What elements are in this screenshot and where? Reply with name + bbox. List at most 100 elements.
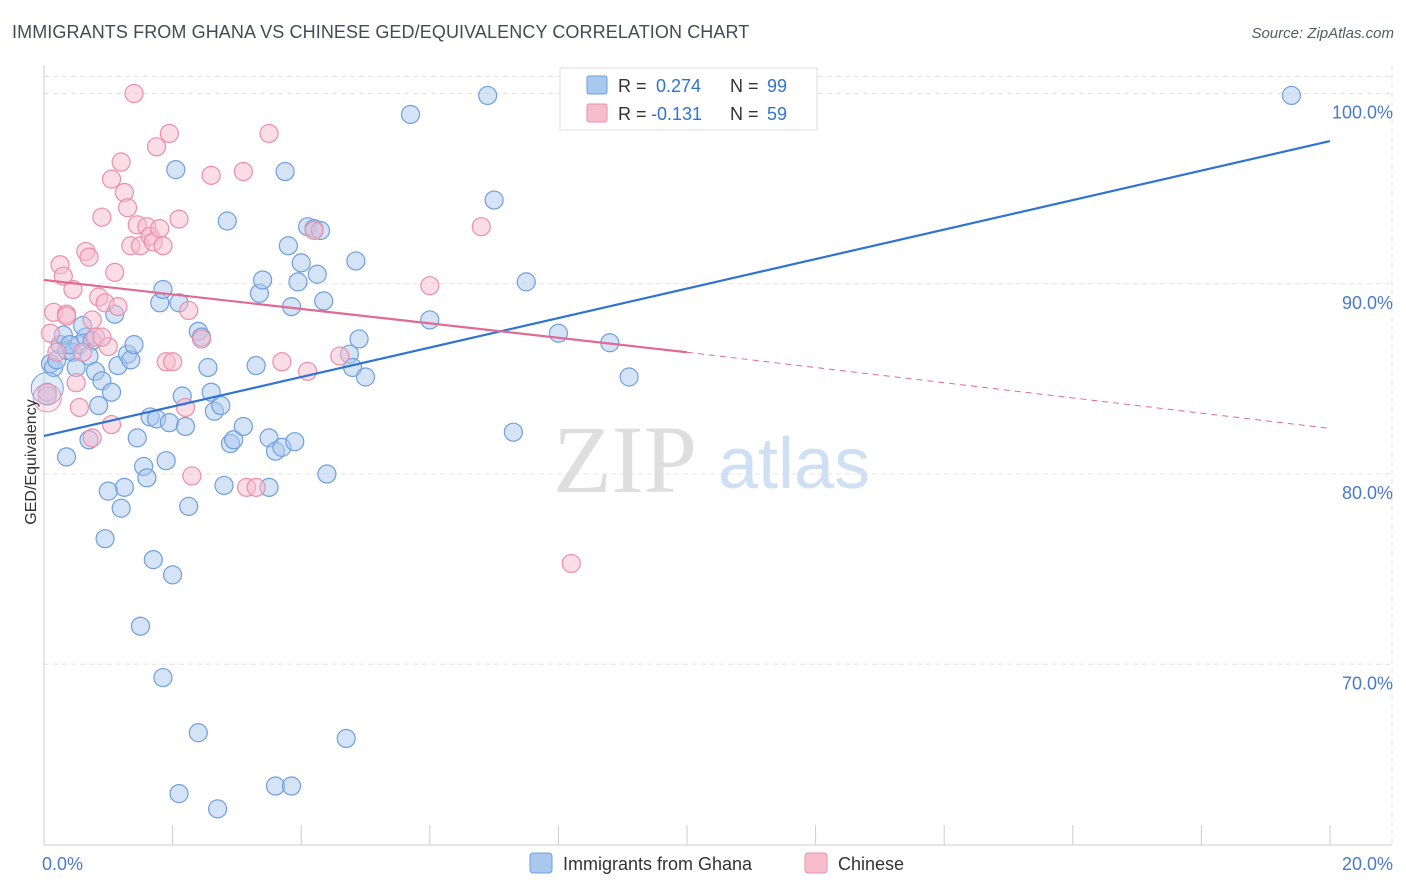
ghana-point: [163, 565, 183, 585]
chinese-point: [182, 466, 202, 486]
chinese-point: [69, 397, 89, 418]
ghana-point: [285, 432, 305, 452]
ghana-point: [214, 475, 234, 496]
grid-lines: [44, 65, 1393, 845]
ghana-point: [355, 367, 376, 387]
ghana-point: [291, 253, 311, 273]
legend-chinese-label: Chinese: [838, 854, 904, 874]
ghana-point: [233, 416, 253, 437]
ghana-point: [159, 413, 179, 433]
ghana-point: [198, 357, 218, 378]
x-tick-label: 20.0%: [1342, 854, 1393, 874]
chinese-point: [471, 217, 491, 237]
chinese-point: [159, 123, 179, 144]
chinese-point: [153, 236, 173, 256]
ghana-point: [288, 272, 308, 292]
ghana-point: [400, 104, 421, 125]
watermark: ZIP atlas: [553, 406, 870, 513]
ghana-point: [275, 161, 295, 182]
ghana-point: [314, 291, 334, 311]
chinese-point: [420, 276, 440, 296]
ghana-point: [1281, 85, 1302, 106]
chinese-point: [146, 137, 167, 157]
legend-chinese-swatch: [804, 852, 828, 874]
ghana-cluster-point: [30, 371, 64, 405]
ghana-point: [619, 367, 639, 387]
y-tick-label: 70.0%: [1342, 673, 1393, 693]
chinese-point: [101, 169, 122, 189]
chinese-point: [37, 386, 57, 406]
ghana-point: [124, 335, 144, 355]
chinese-point: [79, 247, 99, 267]
chinese-point: [179, 300, 199, 321]
ghana-n-value: 99: [767, 76, 787, 96]
chinese-point: [330, 346, 350, 366]
chinese-trend-extension: [686, 351, 1331, 429]
chinese-point: [304, 220, 324, 241]
ghana-point: [246, 355, 266, 376]
ghana-point: [265, 776, 286, 796]
legend-ghana-swatch: [529, 852, 553, 874]
ghana-point: [478, 85, 498, 106]
y-tick-label: 90.0%: [1342, 293, 1393, 313]
watermark-zip: ZIP: [553, 406, 697, 513]
ghana-n-label: N =: [730, 76, 759, 96]
chinese-swatch: [586, 103, 608, 123]
chinese-point: [66, 373, 86, 393]
stats-legend: R = 0.274 N = 99 R = -0.131 N = 59: [559, 67, 818, 131]
chinese-point: [246, 477, 266, 497]
trend-lines: [43, 140, 1331, 438]
ghana-point: [307, 264, 327, 284]
ghana-point: [346, 251, 366, 271]
chinese-point: [272, 352, 292, 372]
ghana-point: [349, 329, 369, 349]
chinese-point: [163, 352, 183, 372]
chinese-point: [561, 553, 581, 574]
ghana-point: [278, 236, 298, 256]
ghana-point: [217, 211, 237, 231]
ghana-point: [516, 272, 536, 292]
x-tick-label: 0.0%: [42, 854, 83, 874]
y-tick-label: 80.0%: [1342, 483, 1393, 503]
ghana-point: [208, 799, 228, 819]
tick-labels: 70.0% 80.0% 90.0% 100.0% 0.0% 20.0%: [42, 103, 1393, 874]
chinese-point: [233, 161, 253, 182]
ghana-point: [137, 468, 157, 488]
ghana-point: [101, 382, 122, 402]
chinese-point: [117, 198, 138, 218]
bottom-legend: Immigrants from Ghana Chinese: [529, 852, 904, 874]
chinese-trend-line: [43, 278, 688, 354]
chinese-point: [124, 83, 144, 104]
ghana-point: [169, 784, 189, 804]
chinese-n-value: 59: [767, 104, 787, 124]
chinese-point: [72, 342, 93, 362]
ghana-point: [317, 464, 337, 484]
ghana-point: [336, 728, 356, 749]
ghana-point: [89, 395, 109, 416]
chinese-point: [92, 327, 112, 347]
y-tick-label: 100.0%: [1332, 103, 1393, 123]
ghana-point: [211, 395, 231, 416]
ghana-point: [281, 776, 302, 796]
chinese-point: [259, 123, 279, 144]
ghana-point: [484, 190, 504, 210]
chinese-r-label: R =: [618, 104, 647, 124]
ghana-point: [95, 529, 115, 549]
chinese-point: [169, 209, 189, 229]
ghana-point: [153, 667, 173, 688]
chinese-point: [47, 342, 67, 362]
chinese-point: [56, 306, 77, 326]
ghana-r-value: 0.274: [656, 76, 701, 96]
chinese-point: [108, 297, 128, 317]
ghana-swatch: [586, 75, 608, 95]
chinese-point: [111, 152, 131, 172]
axes: [43, 65, 1392, 846]
ghana-point: [166, 160, 186, 180]
ghana-point: [98, 481, 118, 501]
data-points: [30, 83, 1302, 819]
ghana-point: [503, 422, 523, 442]
chinese-point: [63, 279, 83, 300]
chinese-n-label: N =: [730, 104, 759, 124]
chinese-cluster-point: [32, 383, 62, 413]
